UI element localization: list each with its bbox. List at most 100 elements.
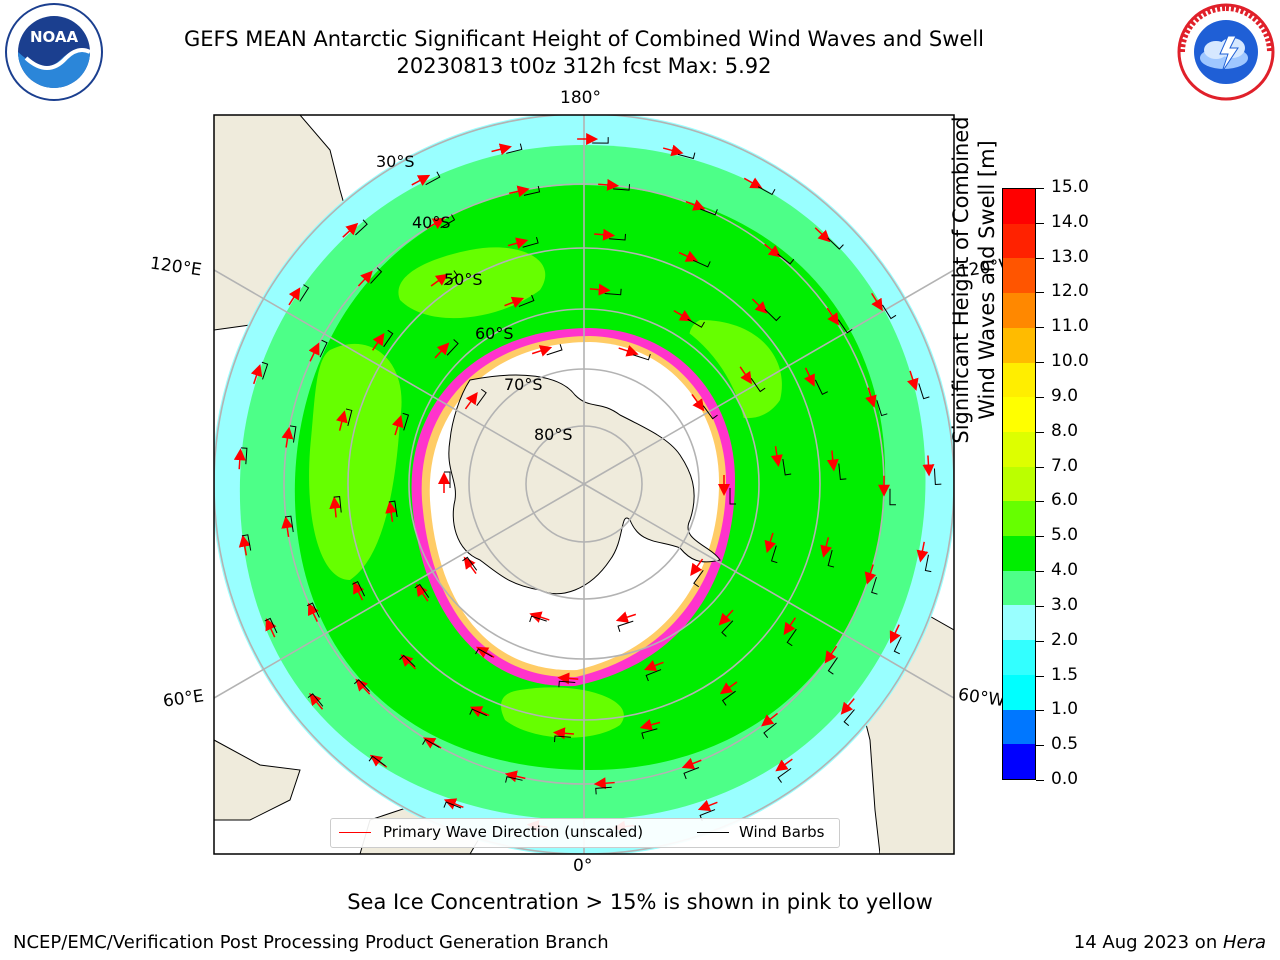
wind-barb [827, 237, 844, 250]
colorbar-tick [1036, 710, 1044, 712]
wind-barb [882, 304, 897, 320]
wave-direction-arrow [889, 624, 901, 644]
wind-barb [462, 556, 478, 571]
wind-barb [352, 581, 366, 597]
colorbar-tick-label: 14.0 [1051, 211, 1089, 232]
wind-barb [264, 617, 278, 634]
colorbar-segment [1003, 501, 1035, 537]
wave-direction-arrow [673, 310, 693, 322]
wave-direction-arrow [238, 534, 251, 556]
wave-direction-arrow [639, 718, 661, 731]
wind-barb [506, 143, 523, 154]
wave-direction-arrow [281, 426, 294, 448]
wind-barb [518, 294, 535, 307]
wind-barb [388, 500, 398, 517]
wave-direction-arrow [464, 392, 478, 410]
wind-barb [687, 318, 705, 328]
wave-direction-arrow [814, 227, 831, 243]
wave-direction-arrow [804, 367, 815, 387]
wind-barb [319, 339, 328, 358]
latitude-label-40s: 40°S [412, 213, 451, 232]
colorbar-tick-label: 7.0 [1051, 455, 1079, 476]
wind-barb [353, 679, 370, 692]
wave-direction-arrow [840, 698, 855, 715]
wind-barb [924, 554, 932, 573]
colorbar-segment [1003, 362, 1035, 398]
noaa-logo-text: NOAA [30, 28, 79, 46]
colorbar-tick-label: 15.0 [1051, 177, 1089, 197]
colorbar-segment [1003, 640, 1035, 675]
wind-barb [609, 233, 626, 241]
wave-direction-arrow [507, 237, 529, 250]
colorbar-tick-label: 9.0 [1051, 385, 1079, 406]
colorbar-title-line2: Wind Waves and Swell [m] [975, 140, 999, 420]
wind-barb [786, 628, 797, 647]
wind-barb [871, 576, 878, 595]
footer-branch: NCEP/EMC/Verification Post Processing Pr… [13, 932, 609, 953]
wind-barb [383, 329, 394, 348]
wind-barb [469, 708, 488, 717]
wave-and-wind-vectors [233, 133, 942, 839]
wave-direction-arrow [690, 558, 704, 576]
wind-barb [641, 728, 658, 739]
colorbar-tick-label: 10.0 [1051, 351, 1089, 372]
wind-barb [558, 680, 576, 688]
wind-barb [837, 319, 853, 334]
colorbar-segment [1003, 536, 1035, 571]
colorbar-title: Significant Height of Combined Wind Wave… [948, 100, 1000, 460]
map-legend: Primary Wave Direction (unscaled) Wind B… [330, 818, 840, 848]
wave-direction-arrow [824, 645, 838, 664]
colorbar-tick-label: 1.5 [1051, 664, 1079, 685]
wave-direction-arrow [916, 541, 929, 563]
colorbar-segment [1003, 466, 1035, 502]
wind-barb [763, 722, 777, 738]
colorbar-tick-label: 4.0 [1051, 560, 1079, 581]
colorbar-title-line1: Significant Height of Combined [949, 116, 973, 444]
wind-barb-legend-label: Wind Barbs [739, 823, 825, 841]
wind-barb [505, 776, 523, 783]
sea-ice-footnote: Sea Ice Concentration > 15% is shown in … [347, 890, 933, 914]
wave-direction-arrow [504, 770, 526, 783]
wave-direction-arrow [233, 448, 246, 470]
wind-barb [345, 408, 353, 427]
wave-direction-arrow [775, 758, 793, 772]
latitude-label-80s: 80°S [534, 425, 573, 444]
wave-direction-arrow [826, 450, 839, 472]
wave-direction-arrow [504, 296, 525, 309]
wave-direction-arrow [922, 455, 935, 477]
wind-barb [422, 738, 440, 748]
wind-barb [289, 425, 297, 443]
colorbar-tick-label: 3.0 [1051, 594, 1079, 615]
wave-direction-arrow [691, 393, 705, 412]
wind-barb [444, 471, 451, 488]
wind-barb [827, 549, 835, 568]
wave-direction-arrow [871, 292, 883, 312]
colorbar-segment [1003, 431, 1035, 467]
wind-barb [370, 267, 383, 284]
wind-barb [933, 468, 942, 485]
colorbar-segment [1003, 327, 1035, 363]
wave-direction-arrow [443, 798, 464, 810]
wave-direction-arrow [589, 283, 611, 296]
wind-barb [777, 253, 795, 265]
wind-barb [633, 353, 651, 361]
wave-direction-arrow [618, 345, 639, 357]
wind-barb [604, 288, 622, 296]
wind-barb [475, 648, 493, 658]
colorbar-tick-label: 13.0 [1051, 246, 1089, 267]
wave-direction-arrow [743, 177, 763, 189]
wind-barb [757, 186, 776, 196]
wind-barb [729, 488, 736, 505]
colorbar-tick [1036, 571, 1044, 573]
colorbar-segment [1003, 397, 1035, 432]
wind-barb [443, 801, 462, 809]
wave-direction-arrow [557, 672, 579, 685]
colorbar-tick-label: 0.0 [1051, 769, 1079, 789]
longitude-label-0: 0° [573, 856, 593, 876]
wind-barb [838, 463, 847, 480]
land-upper-left [214, 115, 240, 140]
wave-direction-arrow [288, 287, 301, 306]
wave-direction-arrow [531, 345, 553, 357]
wind-barb [814, 379, 828, 395]
